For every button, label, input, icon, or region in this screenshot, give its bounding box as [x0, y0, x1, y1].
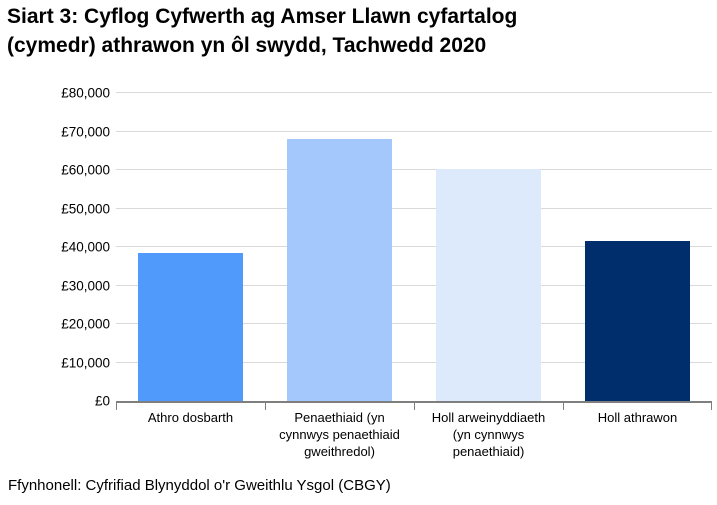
x-axis-category-label: Athro dosbarth — [147, 410, 234, 425]
x-axis-tick — [414, 403, 415, 410]
y-axis-tick-label: £80,000 — [61, 85, 110, 101]
bar-penaethiaid — [287, 139, 392, 401]
source-note: Ffynhonell: Cyfrifiad Blynyddol o'r Gwei… — [8, 477, 391, 494]
x-axis-tick — [711, 403, 712, 410]
y-axis-tick-label: £10,000 — [61, 355, 110, 370]
chart-title: Siart 3: Cyflog Cyfwerth ag Amser Llawn … — [7, 2, 517, 60]
gridline — [116, 246, 712, 247]
gridline — [116, 207, 712, 209]
gridline — [116, 130, 712, 132]
bar-athro-dosbarth — [138, 252, 243, 401]
gridline — [116, 284, 712, 286]
y-axis-tick-label: £50,000 — [61, 201, 110, 216]
x-axis: Athro dosbarth Penaethiaid (yn cynnwys pe… — [116, 409, 712, 460]
chart-title-line1: Siart 3: Cyflog Cyfwerth ag Amser Llawn … — [7, 5, 518, 28]
y-axis-tick-label: £30,000 — [61, 278, 110, 293]
bar-holl-athrawon — [585, 241, 690, 401]
y-axis-tick-label: £40,000 — [61, 239, 110, 255]
chart-title-line2: (cymedr) athrawon yn ôl swydd, Tachwedd … — [7, 34, 487, 57]
gridline — [116, 323, 712, 324]
plot-area — [116, 92, 712, 410]
x-axis-tick — [265, 403, 266, 410]
x-axis-tick — [563, 403, 564, 410]
gridline — [116, 92, 712, 93]
gridline — [116, 361, 712, 363]
y-axis-tick-label: £0 — [94, 393, 110, 409]
x-axis-category-label: Penaethiaid (yn cynnwys penaethiaid gwei… — [279, 410, 400, 459]
y-axis-tick-label: £70,000 — [61, 124, 110, 139]
gridline — [116, 169, 712, 170]
x-axis-category-label: Holl athrawon — [597, 410, 678, 425]
x-axis-category-label: Holl arweinyddiaeth (yn cynnwys penaethi… — [431, 410, 546, 459]
x-axis-tick — [116, 403, 117, 410]
y-axis-tick-label: £60,000 — [61, 162, 110, 178]
y-axis: £0 £10,000 £20,000 £30,000 £40,000 £50,000 £60… — [0, 86, 110, 409]
bar-holl-arweinyddiaeth — [436, 169, 541, 401]
y-axis-tick-label: £20,000 — [61, 316, 110, 332]
